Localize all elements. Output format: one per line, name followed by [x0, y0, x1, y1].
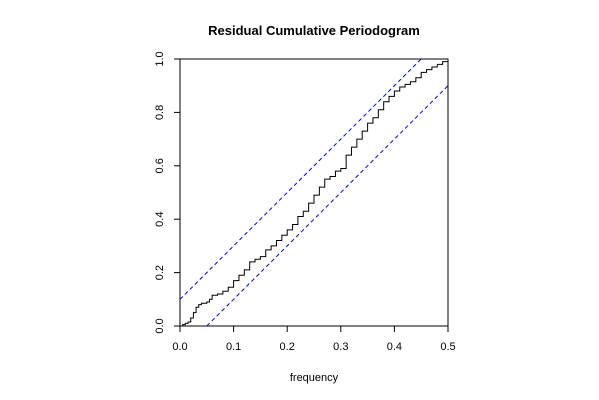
cumulative-periodogram-line: [180, 59, 449, 327]
x-tick-label: 0.2: [280, 341, 295, 353]
y-tick-label: 0.4: [154, 212, 166, 227]
lower-bound-line: [206, 85, 449, 327]
x-tick-label: 0.4: [387, 341, 402, 353]
y-tick-label: 0.2: [154, 265, 166, 280]
x-tick-label: 0.3: [333, 341, 348, 353]
y-tick-label: 0.0: [154, 318, 166, 333]
series-layer: [180, 59, 449, 327]
x-axis: 0.0 0.1 0.2 0.3 0.4 0.5: [172, 326, 456, 353]
y-tick-label: 0.8: [154, 105, 166, 120]
confidence-bounds: [179, 58, 449, 327]
x-axis-label: frequency: [290, 372, 339, 384]
x-tick-label: 0.5: [440, 341, 455, 353]
y-tick-label: 0.6: [154, 158, 166, 173]
x-tick-label: 0.1: [226, 341, 241, 353]
y-axis: 0.0 0.2 0.4 0.6 0.8 1.0: [154, 51, 180, 334]
chart-title: Residual Cumulative Periodogram: [208, 23, 420, 38]
plot-frame: [179, 58, 449, 327]
x-tick-label: 0.0: [172, 341, 187, 353]
upper-bound-line: [179, 58, 422, 300]
y-tick-label: 1.0: [154, 51, 166, 66]
